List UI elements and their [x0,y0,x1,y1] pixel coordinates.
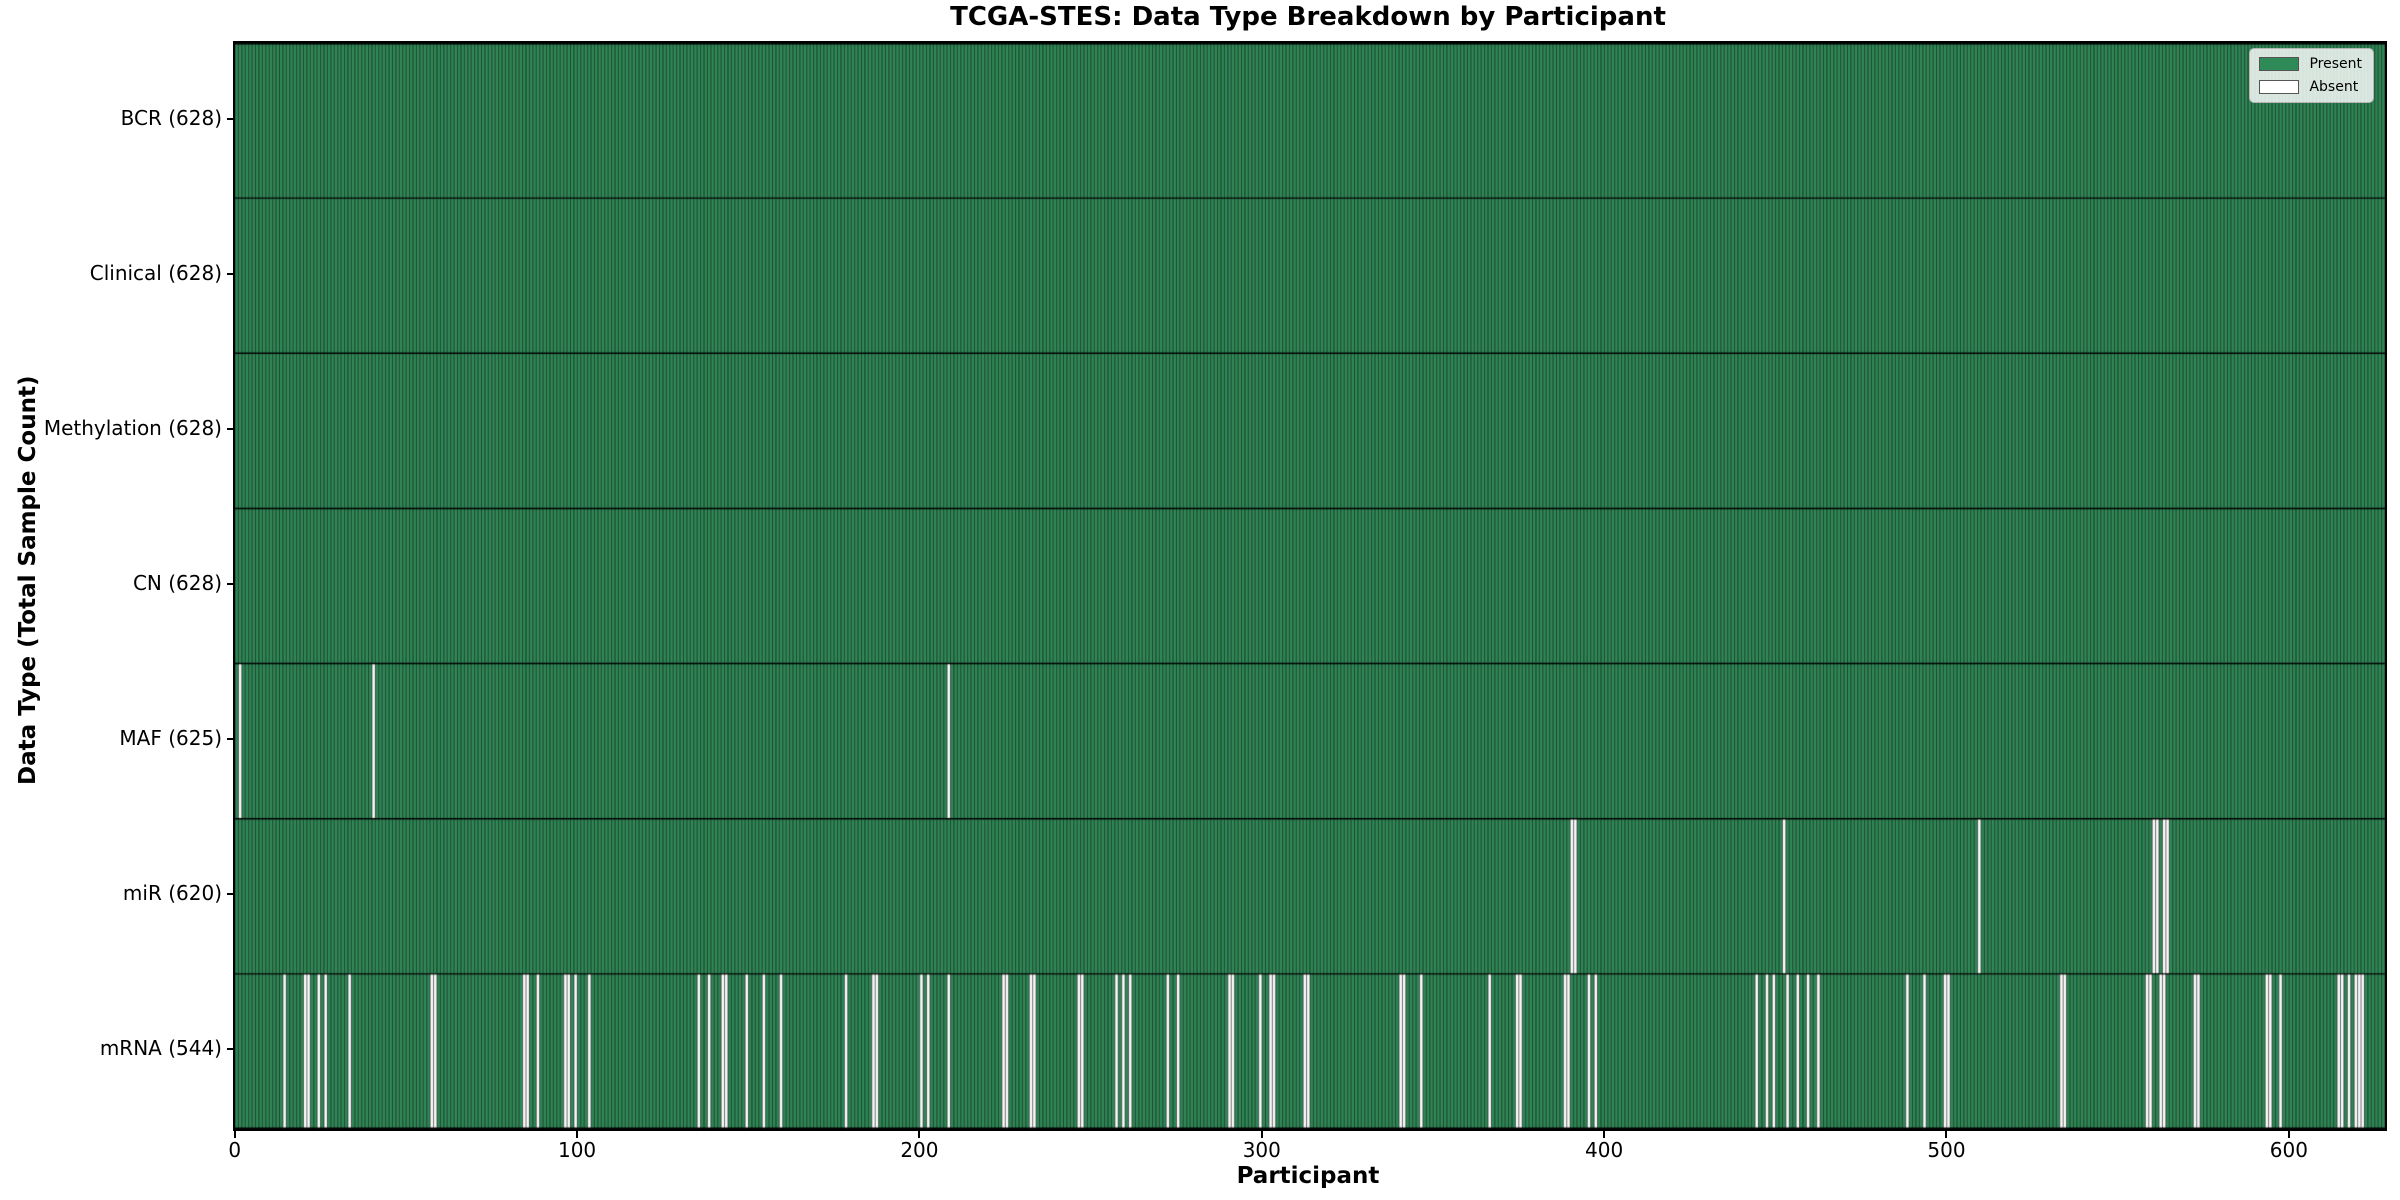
y-tick-mark [227,117,235,120]
x-tick-mark [1945,1129,1948,1138]
chart-title: TCGA-STES: Data Type Breakdown by Partic… [950,2,1666,32]
y-tick-label-CN: CN (628) [132,571,222,595]
x-tick-mark [576,1129,579,1138]
plot-canvas [235,43,2385,1129]
legend-swatch-absent-icon [2259,80,2300,94]
legend-item-present: Present [2259,56,2362,72]
plot-area: Present Absent [233,41,2387,1131]
legend-swatch-present-icon [2259,57,2300,71]
x-tick-label-100: 100 [557,1138,597,1162]
x-tick-label-500: 500 [1927,1138,1966,1162]
y-tick-mark [227,583,235,585]
legend-label-present: Present [2309,56,2362,72]
y-tick-label-miR: miR (620) [122,881,222,906]
x-tick-mark [1260,1129,1263,1138]
y-tick-mark [227,272,235,275]
x-tick-label-400: 400 [1585,1138,1624,1162]
y-tick-label-BCR: BCR (628) [120,105,222,130]
x-tick-mark [2287,1129,2290,1138]
x-tick-mark [918,1129,921,1138]
x-tick-label-300: 300 [1242,1138,1281,1162]
x-tick-label-0: 0 [228,1138,242,1162]
y-tick-mark [227,427,235,430]
y-tick-mark [227,738,235,741]
legend-label-absent: Absent [2309,79,2359,95]
x-tick-mark [233,1129,236,1138]
y-tick-mark [227,1048,235,1051]
y-tick-label-Clinical: Clinical (628) [89,260,222,285]
x-tick-mark [1603,1129,1606,1138]
legend: Present Absent [2249,48,2374,103]
y-tick-mark [227,893,235,896]
x-tick-label-600: 600 [2269,1138,2308,1162]
y-tick-label-MAF: MAF (625) [119,726,222,751]
x-tick-label-200: 200 [900,1138,939,1162]
y-tick-label-mRNA: mRNA (544) [99,1036,222,1061]
x-axis-label: Participant [1236,1163,1380,1189]
legend-item-absent: Absent [2259,79,2362,95]
y-tick-label-Methylation: Methylation (628) [43,415,222,440]
